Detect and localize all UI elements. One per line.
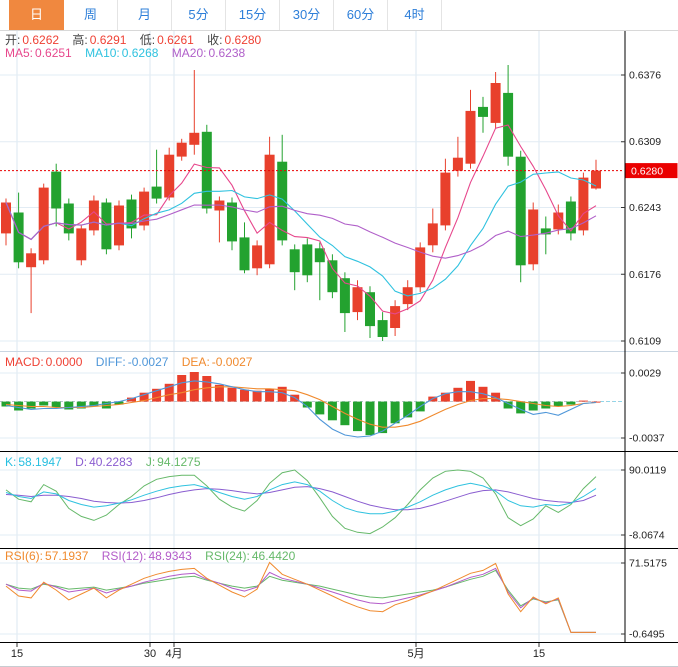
svg-text:30: 30 — [144, 648, 156, 660]
diff-line — [5, 380, 597, 438]
k-line — [5, 481, 597, 515]
svg-text:90.0119: 90.0119 — [629, 465, 666, 477]
j-line — [5, 469, 597, 535]
ma20-line — [5, 202, 597, 259]
svg-text:5月: 5月 — [407, 648, 424, 660]
svg-text:0.6309: 0.6309 — [629, 136, 661, 148]
d-line — [5, 486, 597, 511]
rsi6-line — [5, 561, 596, 633]
svg-text:15: 15 — [11, 648, 23, 660]
macd-histogram — [1, 372, 601, 436]
period-toolbar: 日 周 月 5分 15分 30分 60分 4时 — [0, 0, 678, 31]
candles-layer — [1, 65, 601, 341]
tab-week[interactable]: 周 — [64, 0, 118, 30]
rsi24-line — [5, 569, 596, 633]
tab-day[interactable]: 日 — [9, 0, 64, 30]
axis-labels: 0.6376 0.6309 0.6243 0.6176 0.6109 0.0029 -0.0… — [621, 70, 667, 641]
svg-text:4月: 4月 — [165, 648, 182, 660]
tab-5min[interactable]: 5分 — [172, 0, 226, 30]
svg-text:15: 15 — [533, 648, 545, 660]
rsi12-line — [5, 567, 596, 633]
svg-text:-0.6495: -0.6495 — [629, 629, 665, 641]
tab-60min[interactable]: 60分 — [334, 0, 388, 30]
ma5-line — [5, 124, 597, 315]
svg-text:0.6243: 0.6243 — [629, 202, 661, 214]
tab-30min[interactable]: 30分 — [280, 0, 334, 30]
svg-text:0.6280: 0.6280 — [631, 165, 663, 177]
svg-text:0.0029: 0.0029 — [629, 368, 661, 380]
svg-text:0.6109: 0.6109 — [629, 336, 661, 348]
tab-4hour[interactable]: 4时 — [388, 0, 442, 30]
tab-month[interactable]: 月 — [118, 0, 172, 30]
gridlines — [0, 31, 623, 642]
svg-text:-0.0037: -0.0037 — [629, 433, 665, 445]
last-price-flag: 0.6280 — [625, 163, 678, 179]
svg-text:0.6176: 0.6176 — [629, 269, 661, 281]
tab-15min[interactable]: 15分 — [226, 0, 280, 30]
ma10-line — [5, 171, 597, 297]
svg-text:71.5175: 71.5175 — [629, 558, 667, 570]
svg-text:0.6376: 0.6376 — [629, 70, 661, 82]
svg-text:-8.0674: -8.0674 — [629, 530, 665, 542]
x-axis-labels: 15 30 4月 5月 15 — [11, 643, 545, 660]
